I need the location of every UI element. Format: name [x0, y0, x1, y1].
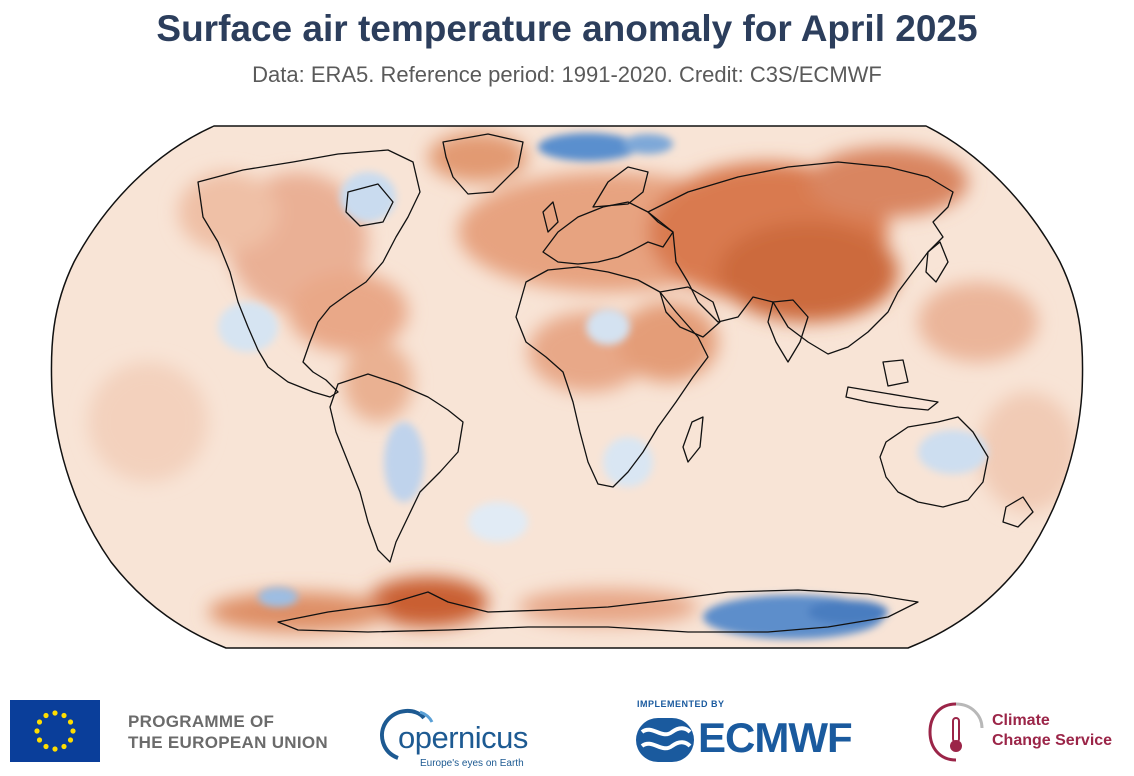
eu-star-icon [34, 710, 76, 752]
north-america-outline [197, 149, 421, 398]
ecmwf-wordmark: ECMWF [698, 714, 853, 761]
coastlines [197, 133, 1034, 633]
madagascar-outline [682, 416, 704, 463]
africa-outline [515, 266, 709, 488]
asia-outline [647, 161, 954, 355]
australia-outline [879, 416, 989, 508]
eu-line-1: PROGRAMME OF [128, 712, 275, 731]
eu-line-2: THE EUROPEAN UNION [128, 733, 328, 752]
japan-outline [925, 241, 949, 283]
ecmwf-logo: IMPLEMENTED BY ECMWF [636, 698, 896, 770]
greenland-outline [442, 133, 524, 195]
copernicus-wordmark: opernicus [398, 720, 528, 755]
indonesia-outline [845, 386, 939, 411]
map-title: Surface air temperature anomaly for Apri… [156, 8, 978, 49]
implemented-by-label: IMPLEMENTED BY [637, 699, 725, 709]
copernicus-c-icon [380, 709, 434, 760]
c3s-line-1: Climate [992, 712, 1050, 729]
eu-flag-logo [10, 700, 100, 762]
europe-outline [542, 201, 674, 265]
new-zealand-outline [1002, 496, 1034, 528]
c3s-text: Climate Change Service [992, 711, 1112, 751]
copernicus-logo: opernicus Europe's eyes on Earth [376, 698, 556, 770]
c3s-line-2: Change Service [992, 732, 1113, 749]
scandinavia-outline [592, 166, 649, 208]
logo-footer: PROGRAMME OF THE EUROPEAN UNION opernicu… [0, 690, 1134, 776]
ecmwf-waves-icon [636, 718, 694, 762]
c3s-logo: Climate Change Service [926, 696, 1134, 768]
borneo-outline [882, 359, 909, 387]
temperature-anomaly-map [48, 122, 1086, 652]
eu-programme-text: PROGRAMME OF THE EUROPEAN UNION [128, 711, 368, 753]
south-america-outline [329, 373, 464, 563]
globe-border [50, 125, 1084, 649]
india-outline [767, 299, 809, 363]
hudson-bay-outline [345, 183, 394, 227]
antarctica-outline [277, 589, 919, 633]
arabia-outline [659, 286, 721, 338]
thermometer-icon [928, 702, 984, 762]
map-subtitle: Data: ERA5. Reference period: 1991-2020.… [252, 62, 882, 87]
britain-outline [542, 201, 559, 233]
copernicus-tagline: Europe's eyes on Earth [420, 758, 524, 769]
anomaly-field [51, 126, 1083, 648]
